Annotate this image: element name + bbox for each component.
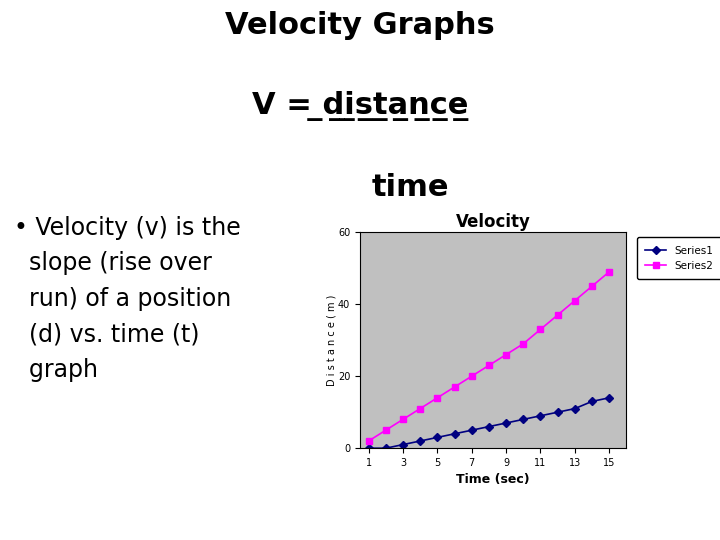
Series1 <box>467 427 476 434</box>
Series2 <box>588 283 596 289</box>
Series1 <box>570 406 579 412</box>
Series2 <box>519 341 528 347</box>
Series1 <box>605 395 613 401</box>
Series2 <box>605 268 613 275</box>
Series1 <box>364 445 373 451</box>
Series2 <box>485 362 493 369</box>
Series2 <box>536 326 545 333</box>
Series1 <box>399 441 408 448</box>
Line: Series2: Series2 <box>366 269 612 444</box>
Text: V = ̲d̲i̲s̲t̲a̲n̲c̲e̲: V = ̲d̲i̲s̲t̲a̲n̲c̲e̲ <box>252 91 468 121</box>
Series2 <box>502 352 510 358</box>
Series1 <box>433 434 441 441</box>
Series2 <box>450 384 459 390</box>
Series2 <box>570 298 579 304</box>
Series1 <box>588 398 596 404</box>
Series2 <box>399 416 408 423</box>
Series1 <box>485 423 493 430</box>
Line: Series1: Series1 <box>366 395 612 451</box>
Series2 <box>467 373 476 380</box>
Series1 <box>382 445 390 451</box>
Series2 <box>416 406 425 412</box>
Series1 <box>519 416 528 423</box>
Series2 <box>382 427 390 434</box>
Series2 <box>433 395 441 401</box>
Series2 <box>364 438 373 444</box>
Text: Velocity Graphs: Velocity Graphs <box>225 11 495 40</box>
Series1 <box>450 430 459 437</box>
Series1 <box>416 438 425 444</box>
Series1 <box>502 420 510 426</box>
Series1 <box>554 409 562 415</box>
Series1 <box>536 413 545 419</box>
Text: • Velocity (v) is the
  slope (rise over
  run) of a position
  (d) vs. time (t): • Velocity (v) is the slope (rise over r… <box>14 216 241 382</box>
Legend: Series1, Series2: Series1, Series2 <box>637 238 720 279</box>
Title: Velocity: Velocity <box>456 213 531 231</box>
Text: time: time <box>372 173 449 202</box>
Series2 <box>554 312 562 318</box>
X-axis label: Time (sec): Time (sec) <box>456 474 530 487</box>
Y-axis label: D i s t a n c e ( m ): D i s t a n c e ( m ) <box>326 294 336 386</box>
